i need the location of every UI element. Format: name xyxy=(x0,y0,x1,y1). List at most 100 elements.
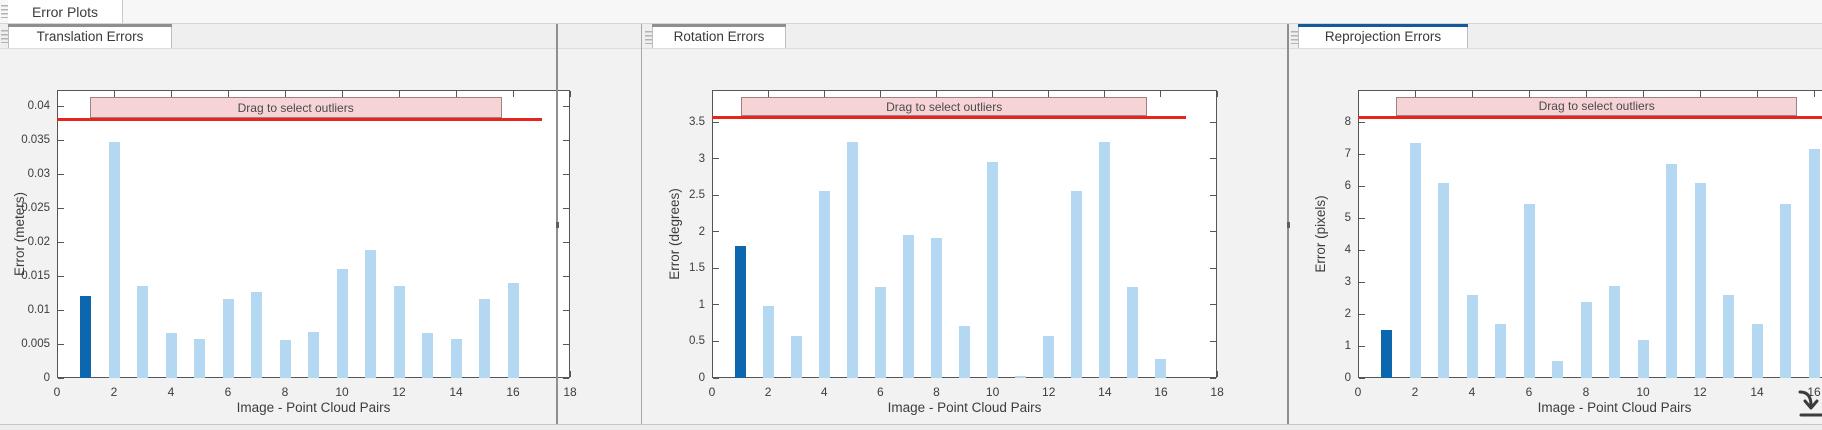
x-tick-mark xyxy=(569,371,571,377)
drag-grip-icon[interactable] xyxy=(1,30,8,43)
error-bar[interactable] xyxy=(1071,190,1083,378)
x-tick-label: 6 xyxy=(1525,385,1533,399)
error-bar[interactable] xyxy=(1609,286,1620,378)
drag-select-outliers-handle[interactable]: Drag to select outliers xyxy=(1396,97,1797,116)
splitter-handle-dot xyxy=(1286,222,1290,228)
x-tick-mark xyxy=(1357,371,1359,377)
y-tick-mark xyxy=(1359,217,1365,219)
error-bar[interactable] xyxy=(874,286,886,378)
error-bar[interactable] xyxy=(818,190,830,378)
y-tick-label: 2 xyxy=(1344,308,1351,320)
error-bar[interactable] xyxy=(1409,142,1421,378)
error-bar[interactable] xyxy=(1694,182,1706,378)
error-bar[interactable] xyxy=(450,338,462,378)
x-tick-label: 2 xyxy=(764,385,772,399)
y-tick-label: 0.025 xyxy=(21,202,50,215)
selected-error-bar[interactable] xyxy=(80,296,91,378)
y-tick-mark xyxy=(58,207,64,209)
error-bar[interactable] xyxy=(1043,336,1055,378)
selected-error-bar[interactable] xyxy=(734,246,746,378)
error-bar[interactable] xyxy=(1666,163,1677,378)
error-bar[interactable] xyxy=(165,333,177,378)
y-tick-mark xyxy=(1210,304,1216,306)
tab-reprojection-errors[interactable]: Reprojection Errors xyxy=(1298,24,1468,48)
error-bar[interactable] xyxy=(762,306,774,378)
error-bar[interactable] xyxy=(137,286,148,378)
error-bar[interactable] xyxy=(1155,358,1167,378)
x-tick-label: 16 xyxy=(506,385,520,399)
error-bar[interactable] xyxy=(479,299,490,378)
error-bar[interactable] xyxy=(194,338,205,378)
drag-grip-icon[interactable] xyxy=(1,5,8,18)
error-bar[interactable] xyxy=(507,282,519,378)
error-bar[interactable] xyxy=(1438,182,1449,378)
y-tick-label: 5 xyxy=(1344,212,1351,224)
error-bar[interactable] xyxy=(1580,301,1592,378)
error-bar[interactable] xyxy=(422,333,433,378)
panel-splitter[interactable] xyxy=(555,24,559,424)
x-tick-mark xyxy=(767,91,769,97)
tab-error-plots[interactable]: Error Plots xyxy=(8,0,123,23)
drag-grip-icon[interactable] xyxy=(1291,31,1298,44)
y-tick-label: 3.5 xyxy=(689,116,705,129)
y-tick-mark xyxy=(713,267,719,269)
error-bar[interactable] xyxy=(987,161,999,378)
y-tick-label: 1 xyxy=(698,298,705,311)
window-bottom-edge xyxy=(0,424,1822,430)
error-bar[interactable] xyxy=(1127,286,1139,378)
error-bar[interactable] xyxy=(1523,203,1535,378)
drag-select-outliers-handle[interactable]: Drag to select outliers xyxy=(741,97,1147,117)
document-tab-bar: Error Plots xyxy=(0,0,1822,24)
error-bar[interactable] xyxy=(1466,295,1478,378)
error-bar[interactable] xyxy=(393,286,405,378)
error-bar[interactable] xyxy=(846,141,858,378)
x-tick-label: 8 xyxy=(281,385,289,399)
error-bar[interactable] xyxy=(108,142,120,378)
error-bar[interactable] xyxy=(1015,375,1027,378)
x-tick-label: 14 xyxy=(449,385,463,399)
error-bar[interactable] xyxy=(1723,295,1734,378)
x-tick-mark xyxy=(1699,91,1701,97)
y-tick-mark xyxy=(1210,121,1216,123)
x-tick-mark xyxy=(1642,91,1644,97)
tab-translation-errors[interactable]: Translation Errors xyxy=(8,24,172,48)
x-tick-mark xyxy=(711,371,713,377)
outlier-threshold-line[interactable] xyxy=(712,116,1187,120)
outlier-threshold-line[interactable] xyxy=(1358,115,1822,119)
error-bar[interactable] xyxy=(959,326,971,378)
y-axis-label: Error (degrees) xyxy=(667,188,682,280)
error-bar[interactable] xyxy=(1808,149,1820,378)
error-bar[interactable] xyxy=(930,237,942,378)
error-bar[interactable] xyxy=(279,339,291,378)
error-bar[interactable] xyxy=(1780,203,1791,378)
drag-select-outliers-handle[interactable]: Drag to select outliers xyxy=(89,97,502,119)
y-tick-label: 0.03 xyxy=(27,168,50,181)
error-bar[interactable] xyxy=(251,291,262,378)
y-tick-label: 0.015 xyxy=(21,270,50,283)
x-tick-label: 4 xyxy=(820,385,828,399)
y-tick-mark xyxy=(1210,231,1216,233)
error-bar[interactable] xyxy=(790,336,802,378)
error-bar[interactable] xyxy=(308,332,319,378)
error-bar[interactable] xyxy=(365,250,376,378)
error-bar[interactable] xyxy=(902,235,914,378)
selected-error-bar[interactable] xyxy=(1381,330,1392,378)
error-bar[interactable] xyxy=(1637,339,1649,378)
y-tick-label: 1.5 xyxy=(689,262,705,275)
error-bar[interactable] xyxy=(1495,324,1506,378)
y-tick-label: 0 xyxy=(1344,372,1351,384)
y-tick-mark xyxy=(713,194,719,196)
error-bar[interactable] xyxy=(222,299,234,378)
x-tick-label: 2 xyxy=(110,385,118,399)
panel-splitter[interactable] xyxy=(1286,24,1290,424)
x-tick-label: 6 xyxy=(224,385,232,399)
error-bar[interactable] xyxy=(1099,141,1111,378)
tab-rotation-errors[interactable]: Rotation Errors xyxy=(652,24,786,48)
x-tick-mark xyxy=(1216,371,1218,377)
drag-grip-icon[interactable] xyxy=(645,31,652,44)
export-button[interactable] xyxy=(1793,388,1822,426)
error-bar[interactable] xyxy=(336,269,348,378)
outlier-threshold-line[interactable] xyxy=(57,118,542,122)
error-bar[interactable] xyxy=(1751,324,1763,378)
error-bar[interactable] xyxy=(1552,361,1563,378)
